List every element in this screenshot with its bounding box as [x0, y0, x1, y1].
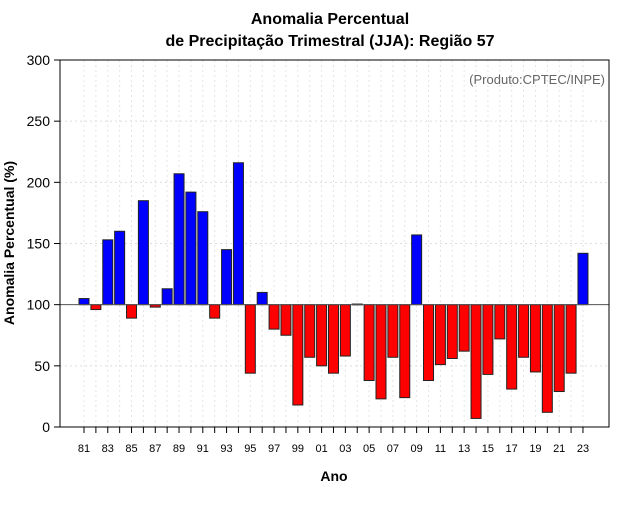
bar-2006 [375, 304, 387, 400]
bar-1997 [268, 304, 280, 330]
bar-1983 [102, 239, 114, 306]
y-tick-label: 0 [42, 419, 50, 435]
bar-2017 [506, 304, 518, 390]
bar-1994 [232, 162, 244, 306]
x-tick-label: 19 [529, 443, 541, 455]
x-tick-label: 93 [220, 443, 232, 455]
bar-2008 [399, 304, 411, 399]
x-tick-label: 83 [102, 443, 114, 455]
x-tick-label: 17 [506, 443, 518, 455]
bar-2015 [482, 304, 494, 375]
y-tick-label: 200 [27, 174, 51, 190]
x-tick-label: 15 [482, 443, 494, 455]
bar-2013 [458, 304, 470, 352]
x-tick-label: 95 [244, 443, 256, 455]
x-tick-label: 85 [125, 443, 137, 455]
bar-1988 [161, 288, 173, 306]
bar-2022 [565, 304, 577, 374]
bar-1989 [173, 173, 185, 306]
bar-2003 [339, 304, 351, 357]
bar-2010 [423, 304, 435, 382]
bar-2009 [411, 234, 423, 306]
y-tick-label: 50 [34, 358, 50, 374]
x-tick-label: 81 [78, 443, 90, 455]
bar-2011 [434, 304, 446, 366]
y-tick-label: 300 [27, 52, 51, 68]
bar-1984 [114, 230, 126, 306]
bar-1981 [78, 298, 90, 306]
x-tick-label: 07 [387, 443, 399, 455]
bar-1992 [209, 304, 221, 319]
chart-title-line2: de Precipitação Trimestral (JJA): Região… [165, 33, 494, 50]
bar-1995 [244, 304, 256, 374]
x-tick-label: 99 [292, 443, 304, 455]
bar-1993 [221, 249, 233, 306]
bar-1991 [197, 211, 209, 306]
bar-1985 [126, 304, 138, 319]
bar-2016 [494, 304, 506, 340]
x-tick-label: 91 [197, 443, 209, 455]
x-tick-label: 87 [149, 443, 161, 455]
x-tick-label: 05 [363, 443, 375, 455]
x-tick-label: 97 [268, 443, 280, 455]
bar-2001 [316, 304, 328, 367]
x-tick-label: 01 [315, 443, 327, 455]
y-tick-label: 150 [27, 236, 51, 252]
x-tick-label: 11 [435, 443, 446, 455]
y-tick-label: 250 [27, 113, 51, 129]
bar-1982 [90, 304, 102, 311]
x-tick-label: 13 [458, 443, 470, 455]
bar-2019 [529, 304, 541, 373]
bar-2023 [577, 252, 589, 306]
y-axis-label: Anomalia Percentual (%) [1, 161, 17, 325]
y-tick-label: 100 [27, 297, 51, 313]
x-tick-label: 89 [173, 443, 185, 455]
bar-1996 [256, 291, 268, 306]
bar-1986 [137, 200, 149, 306]
bar-2018 [518, 304, 530, 358]
bar-2012 [446, 304, 458, 359]
source-annotation: (Produto:CPTEC/INPE) [469, 72, 605, 87]
bar-2002 [327, 304, 339, 374]
bar-1998 [280, 304, 292, 336]
chart-title-line1: Anomalia Percentual [251, 11, 409, 28]
x-tick-label: 09 [411, 443, 423, 455]
bar-1999 [292, 304, 304, 406]
bar-1990 [185, 191, 197, 306]
bar-2014 [470, 304, 482, 419]
x-tick-label: 03 [339, 443, 351, 455]
bar-2000 [304, 304, 316, 358]
bar-2007 [387, 304, 399, 358]
bar-2005 [363, 304, 375, 382]
bar-2020 [541, 304, 553, 413]
bar-2021 [553, 304, 565, 393]
x-tick-label: 23 [577, 443, 589, 455]
x-tick-label: 21 [553, 443, 565, 455]
x-axis-label: Ano [320, 468, 347, 484]
